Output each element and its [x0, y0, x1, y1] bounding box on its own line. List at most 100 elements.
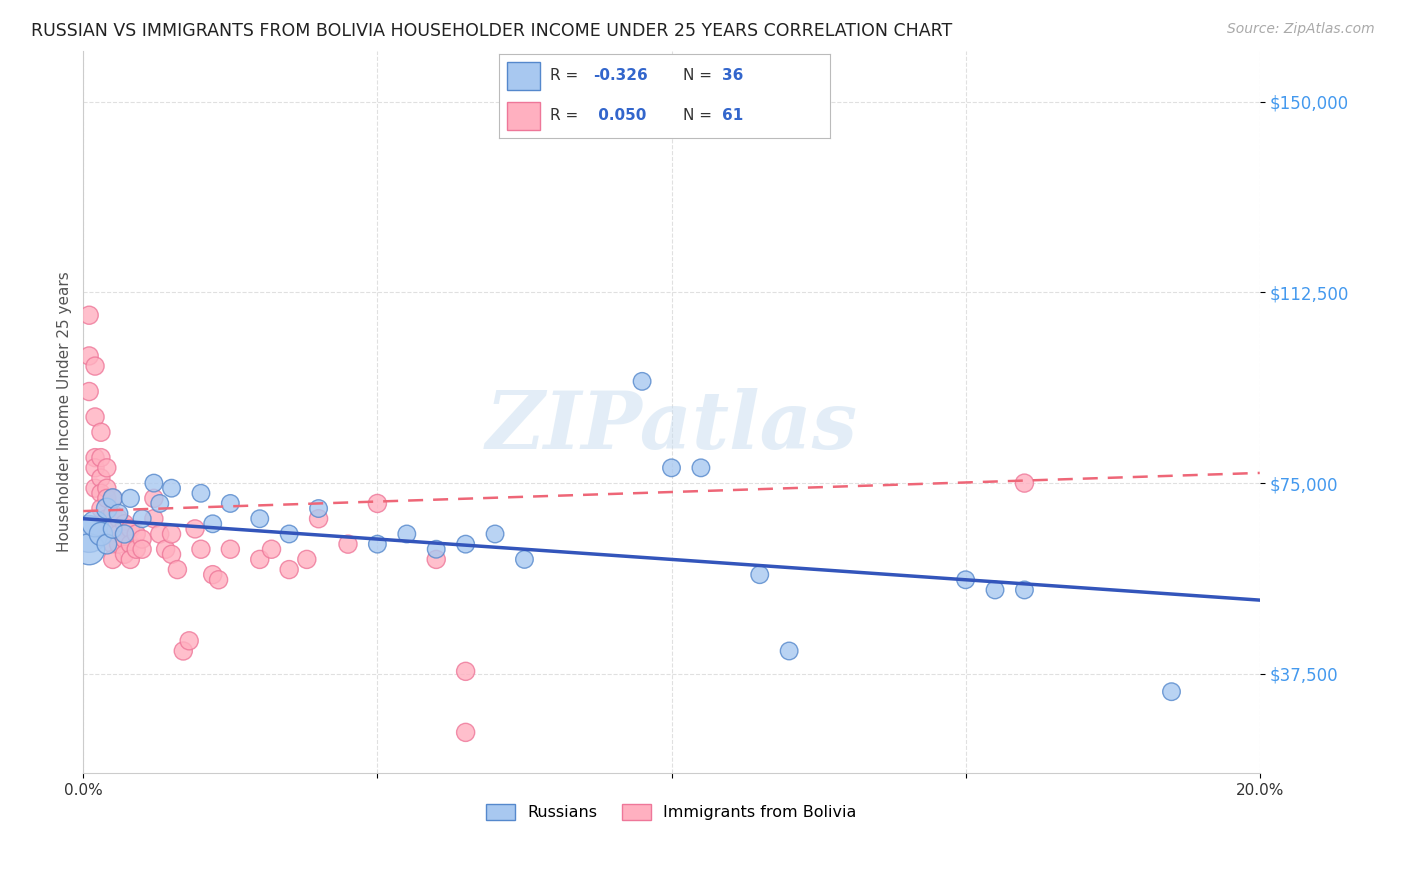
- Point: [101, 491, 124, 506]
- Point: [955, 573, 977, 587]
- Point: [484, 527, 506, 541]
- Point: [295, 552, 318, 566]
- Point: [107, 537, 129, 551]
- Point: [77, 308, 100, 322]
- Point: [278, 563, 301, 577]
- Point: [120, 522, 142, 536]
- Point: [101, 522, 124, 536]
- Point: [631, 375, 654, 389]
- Point: [84, 516, 107, 531]
- Point: [96, 481, 118, 495]
- Point: [107, 507, 129, 521]
- Point: [454, 537, 477, 551]
- Text: 61: 61: [723, 108, 744, 123]
- Point: [260, 542, 283, 557]
- Point: [101, 537, 124, 551]
- Point: [84, 460, 107, 475]
- Point: [748, 567, 770, 582]
- Point: [90, 486, 112, 500]
- Point: [778, 644, 800, 658]
- Point: [120, 537, 142, 551]
- Point: [101, 491, 124, 506]
- Bar: [508, 102, 540, 130]
- Point: [120, 552, 142, 566]
- Point: [114, 516, 136, 531]
- Text: ZIPatlas: ZIPatlas: [485, 388, 858, 465]
- Point: [201, 567, 224, 582]
- Text: RUSSIAN VS IMMIGRANTS FROM BOLIVIA HOUSEHOLDER INCOME UNDER 25 YEARS CORRELATION: RUSSIAN VS IMMIGRANTS FROM BOLIVIA HOUSE…: [31, 22, 952, 40]
- Point: [96, 491, 118, 506]
- Point: [114, 532, 136, 546]
- Point: [90, 450, 112, 465]
- Point: [96, 512, 118, 526]
- Point: [96, 460, 118, 475]
- Point: [90, 425, 112, 440]
- Point: [101, 552, 124, 566]
- Point: [114, 547, 136, 561]
- Text: Source: ZipAtlas.com: Source: ZipAtlas.com: [1227, 22, 1375, 37]
- Point: [142, 476, 165, 491]
- Text: R =: R =: [550, 108, 583, 123]
- Point: [160, 527, 183, 541]
- Point: [249, 552, 271, 566]
- Point: [366, 537, 388, 551]
- Point: [114, 527, 136, 541]
- Point: [166, 563, 188, 577]
- Point: [131, 542, 153, 557]
- Point: [690, 460, 713, 475]
- Point: [308, 501, 330, 516]
- Point: [90, 501, 112, 516]
- Y-axis label: Householder Income Under 25 years: Householder Income Under 25 years: [58, 271, 72, 552]
- Point: [84, 359, 107, 373]
- Point: [142, 491, 165, 506]
- Text: -0.326: -0.326: [593, 69, 648, 84]
- Point: [160, 547, 183, 561]
- Text: N =: N =: [682, 69, 717, 84]
- Point: [337, 537, 360, 551]
- Point: [160, 481, 183, 495]
- Point: [120, 491, 142, 506]
- Point: [155, 542, 177, 557]
- Point: [90, 471, 112, 485]
- Point: [425, 552, 447, 566]
- Point: [131, 512, 153, 526]
- Point: [77, 349, 100, 363]
- Point: [219, 496, 242, 510]
- Point: [149, 527, 172, 541]
- Point: [219, 542, 242, 557]
- Point: [101, 522, 124, 536]
- Point: [661, 460, 683, 475]
- Point: [107, 512, 129, 526]
- Point: [184, 522, 207, 536]
- Point: [142, 512, 165, 526]
- Point: [454, 725, 477, 739]
- Point: [425, 542, 447, 557]
- Point: [513, 552, 536, 566]
- Text: 0.050: 0.050: [593, 108, 647, 123]
- Point: [366, 496, 388, 510]
- Point: [84, 409, 107, 424]
- Point: [96, 537, 118, 551]
- Point: [77, 384, 100, 399]
- Point: [77, 542, 100, 557]
- Point: [84, 481, 107, 495]
- Point: [395, 527, 418, 541]
- Point: [125, 527, 148, 541]
- Point: [131, 532, 153, 546]
- Point: [149, 496, 172, 510]
- Point: [179, 633, 201, 648]
- Point: [101, 507, 124, 521]
- Legend: Russians, Immigrants from Bolivia: Russians, Immigrants from Bolivia: [479, 797, 863, 827]
- Point: [96, 501, 118, 516]
- Point: [77, 527, 100, 541]
- Point: [249, 512, 271, 526]
- Bar: [508, 62, 540, 90]
- Point: [1014, 582, 1036, 597]
- Text: N =: N =: [682, 108, 717, 123]
- Point: [172, 644, 194, 658]
- Text: R =: R =: [550, 69, 583, 84]
- Text: 36: 36: [723, 69, 744, 84]
- Point: [201, 516, 224, 531]
- Point: [190, 542, 212, 557]
- Point: [1160, 684, 1182, 698]
